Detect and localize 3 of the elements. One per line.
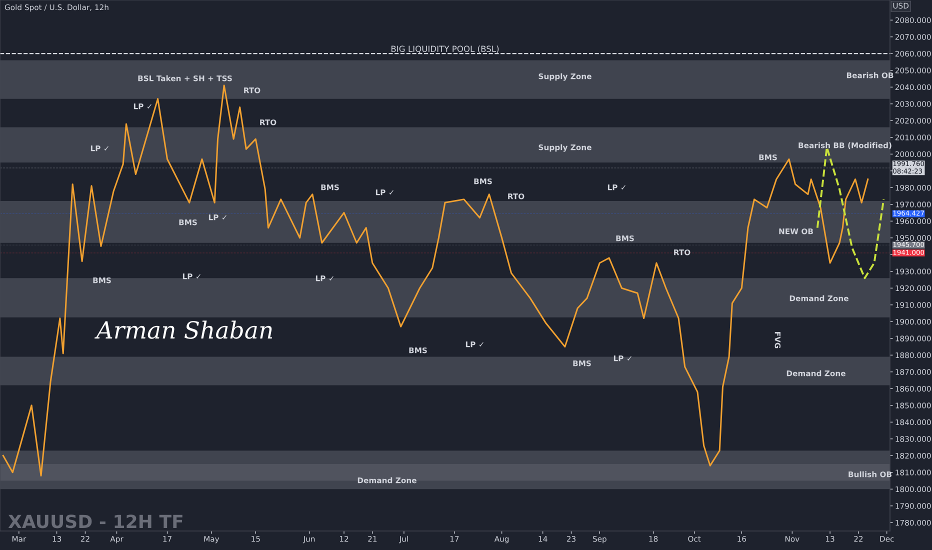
annotation: XAUUSD - 12H TF — [8, 514, 182, 528]
ref-line-label: BIG LIQUIDITY POOL (BSL) — [391, 46, 499, 53]
annotation: Arman Shaban — [94, 320, 272, 339]
